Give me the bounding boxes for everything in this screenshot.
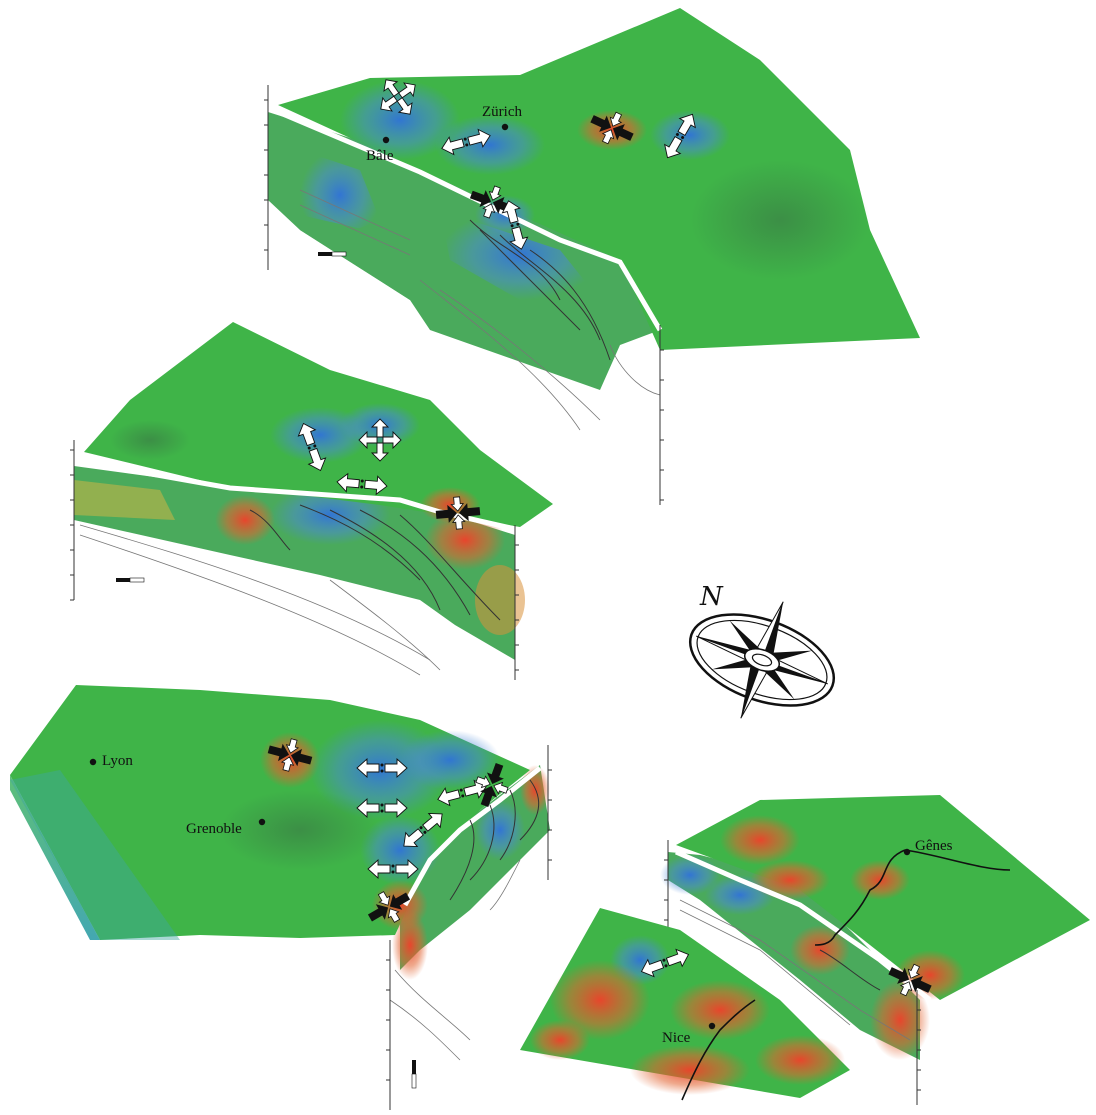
city-label-nice: Nice — [662, 1030, 691, 1046]
section-wall-middle — [74, 466, 515, 660]
city-label-genes: Gênes — [915, 838, 953, 854]
city-label-zurich: Zürich — [482, 104, 522, 120]
city-dot-genes — [903, 848, 911, 856]
city-label-bale: Bâle — [366, 148, 394, 164]
city-dot-zurich — [501, 123, 509, 131]
block-genes: Gênes — [660, 795, 1090, 1105]
city-label-lyon: Lyon — [102, 753, 133, 769]
city-dot-lyon — [89, 758, 97, 766]
block-western-alps: Lyon Grenoble — [10, 685, 552, 1110]
block-nice: Nice — [520, 908, 850, 1101]
city-dot-bale — [382, 136, 390, 144]
compass-rose — [688, 601, 836, 719]
block-swiss: Zürich Bâle — [264, 8, 920, 505]
block-middle — [70, 322, 553, 680]
city-label-grenoble: Grenoble — [186, 821, 242, 837]
compass-north-label: N — [699, 582, 724, 612]
city-dot-nice — [708, 1022, 716, 1030]
city-dot-grenoble — [258, 818, 266, 826]
